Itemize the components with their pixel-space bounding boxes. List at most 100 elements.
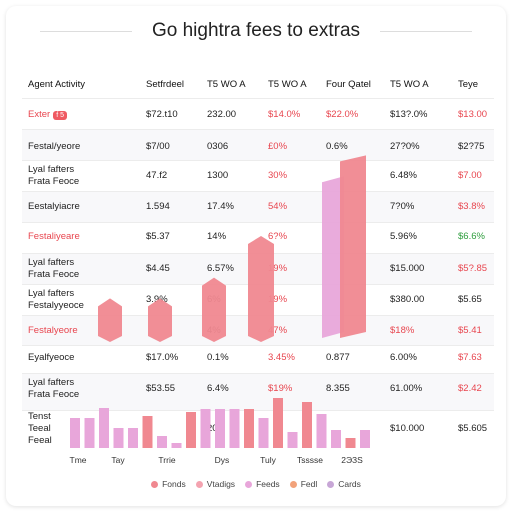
- row-divider: [22, 191, 494, 192]
- legend-item[interactable]: Feeds: [245, 479, 280, 489]
- table-cell: 6.4%: [207, 383, 229, 394]
- table-cell: $4.45: [146, 263, 170, 274]
- legend-label: Feeds: [256, 479, 280, 489]
- table-cell: 61.00%: [390, 383, 423, 394]
- row-divider: [22, 160, 494, 161]
- table-cell: 8.355: [326, 383, 350, 394]
- table-cell: 54%: [268, 201, 288, 212]
- table-cell: 5.96%: [390, 231, 417, 242]
- table-cell: 30%: [268, 170, 288, 181]
- column-bar: [331, 430, 341, 448]
- row-badge: f 5: [53, 111, 67, 120]
- legend-swatch-icon: [289, 481, 297, 488]
- column-bar: [229, 409, 240, 448]
- column-bar: [360, 430, 370, 448]
- title-rule-right: [380, 31, 472, 32]
- table-cell: $72.t10: [146, 109, 178, 120]
- column-bar: [200, 409, 211, 448]
- column-bar: [70, 418, 80, 448]
- table-cell: $10.000: [390, 423, 425, 434]
- table-cell: $5.37: [146, 231, 170, 242]
- column-bar: [113, 428, 124, 448]
- x-tick-label: Tsssse: [297, 455, 323, 465]
- column-bar: [302, 402, 312, 448]
- table-cell: $15.000: [390, 263, 425, 274]
- table-cell: 47%: [268, 325, 288, 336]
- column-bar: [128, 428, 138, 448]
- column-bar: [316, 414, 327, 448]
- table-cell: 6?%: [268, 231, 288, 242]
- legend-item[interactable]: Vtadigs: [195, 479, 235, 489]
- column-header: Agent Activity: [28, 79, 86, 90]
- title-wrap: Go hightra fees to extras: [0, 20, 512, 42]
- legend-item[interactable]: Fonds: [151, 479, 186, 489]
- table-cell: 6.48%: [390, 170, 417, 181]
- column-bar: [215, 409, 225, 448]
- legend: Fonds Vtadigs Feeds Fedl Cards: [0, 479, 512, 489]
- row-label: Teeal: [28, 423, 51, 434]
- x-tick-label: Tuly: [260, 455, 276, 465]
- chart-title: Go hightra fees to extras: [139, 20, 373, 42]
- tower-bar: [98, 298, 122, 342]
- table-cell: $5?.85: [458, 263, 488, 274]
- table-cell: $2.42: [458, 383, 482, 394]
- row-divider: [22, 345, 494, 346]
- table-cell: 0.1%: [207, 352, 229, 363]
- column-header: Setfrdeel: [146, 79, 185, 90]
- table-cell: $5.65: [458, 294, 482, 305]
- tower-bar: [202, 277, 226, 342]
- column-bar: [273, 398, 283, 448]
- table-cell: 232.00: [207, 109, 237, 120]
- table-cell: $5.605: [458, 423, 488, 434]
- row-label: Tenst: [28, 411, 51, 422]
- legend-item[interactable]: Fedl: [289, 479, 317, 489]
- table-cell: 14%: [207, 231, 227, 242]
- table-cell: 0.6%: [326, 141, 348, 152]
- table-cell: 6.00%: [390, 352, 417, 363]
- column-header: T5 WO A: [207, 79, 246, 90]
- row-label: Frata Feoce: [28, 389, 80, 400]
- legend-item[interactable]: Cards: [327, 479, 361, 489]
- x-tick-label: Trrie: [158, 455, 176, 465]
- legend-swatch-icon: [195, 481, 203, 488]
- row-divider: [22, 129, 494, 130]
- row-label: Frata Feoce: [28, 269, 80, 280]
- column-bar: [345, 438, 356, 448]
- table-cell: $22.0%: [326, 109, 359, 120]
- row-divider: [22, 410, 494, 411]
- column-bar: [287, 432, 298, 448]
- table-cell: 19%: [268, 294, 288, 305]
- row-band: [22, 129, 494, 160]
- row-label: Lyal fafters: [28, 288, 75, 299]
- table-cell: 3.45%: [268, 352, 295, 363]
- legend-label: Fonds: [162, 479, 186, 489]
- row-label: Eyalfyeoce: [28, 352, 75, 363]
- legend-label: Cards: [338, 479, 361, 489]
- tower-bar: [248, 236, 274, 342]
- row-divider: [22, 373, 494, 374]
- column-header: T5 WO A: [268, 79, 307, 90]
- table-cell: 200: [207, 423, 223, 434]
- tower-bar: [322, 176, 344, 338]
- row-label: Lyal fafters: [28, 257, 75, 268]
- title-rule-left: [40, 31, 132, 32]
- legend-swatch-icon: [327, 481, 335, 488]
- row-band: [22, 191, 494, 222]
- table-cell: $6.6%: [458, 231, 485, 242]
- x-tick-label: Tay: [111, 455, 125, 465]
- column-bar: [171, 443, 182, 448]
- column-bar: [84, 418, 95, 448]
- table-cell: 19%: [268, 263, 288, 274]
- table-cell: $17.0%: [146, 352, 179, 363]
- column-header: T5 WO A: [390, 79, 429, 90]
- table-cell: $14.0%: [268, 109, 301, 120]
- column-header: Four Qatel: [326, 79, 371, 90]
- column-bar: [157, 436, 167, 448]
- table-cell: 7?0%: [390, 201, 415, 212]
- row-label: Exter f 5: [28, 109, 67, 120]
- table-cell: 1300: [207, 170, 229, 181]
- table-cell: $380.00: [390, 294, 425, 305]
- table-cell: 6.57%: [207, 263, 234, 274]
- x-tick-label: Tme: [69, 455, 87, 465]
